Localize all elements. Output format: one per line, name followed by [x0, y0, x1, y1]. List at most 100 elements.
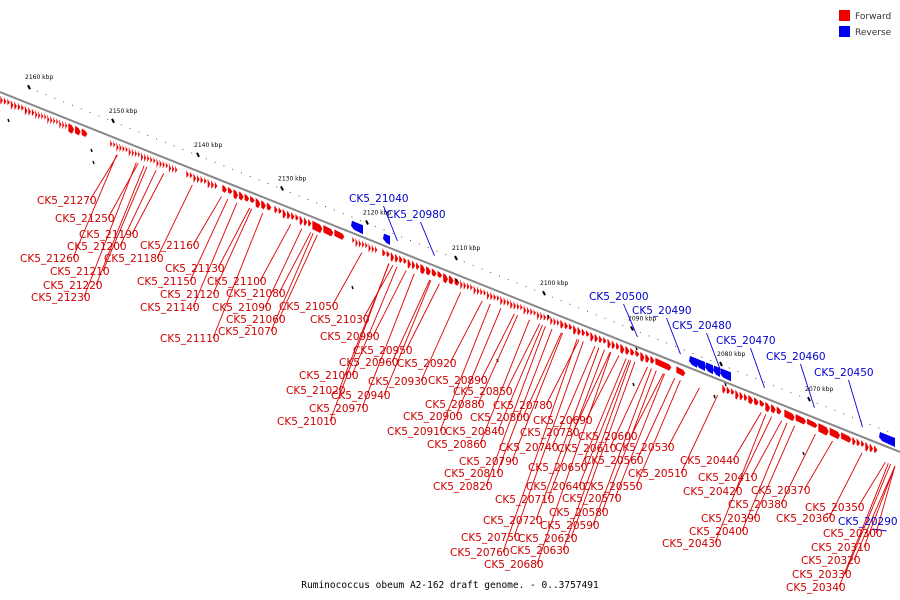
gene-label[interactable]: CK5_20640	[526, 481, 586, 493]
gene-label[interactable]: CK5_20970	[309, 403, 369, 415]
gene-label[interactable]: CK5_20510	[628, 468, 688, 480]
gene-label[interactable]: CK5_20500	[589, 291, 649, 303]
gene-label[interactable]: CK5_20690	[533, 415, 593, 427]
gene-label[interactable]: CK5_20330	[792, 569, 852, 581]
gene-label[interactable]: CK5_21200	[67, 241, 127, 253]
gene-label[interactable]: CK5_20930	[368, 376, 428, 388]
gene-label[interactable]: CK5_20470	[716, 335, 776, 347]
forward-gene	[171, 164, 175, 173]
gene-label[interactable]: CK5_21210	[50, 266, 110, 278]
gene-label[interactable]: CK5_20760	[450, 547, 510, 559]
gene-label[interactable]: CK5_21120	[160, 289, 220, 301]
forward-gene	[68, 123, 75, 134]
gene-label[interactable]: CK5_20840	[445, 426, 505, 438]
gene-label[interactable]: CK5_20610	[557, 443, 617, 455]
gene-label[interactable]: CK5_21090	[212, 302, 272, 314]
gene-label[interactable]: CK5_20710	[495, 494, 555, 506]
gene-label[interactable]: CK5_20560	[584, 455, 644, 467]
forward-gene	[140, 152, 144, 162]
gene-label[interactable]: CK5_21230	[31, 292, 91, 304]
gene-label[interactable]: CK5_21180	[104, 253, 164, 265]
gene-label[interactable]: CK5_20480	[672, 320, 732, 332]
gene-label[interactable]: CK5_21190	[79, 229, 139, 241]
minor-tick	[781, 388, 783, 390]
gene-label[interactable]: CK5_20910	[387, 426, 447, 438]
gene-label[interactable]: CK5_21030	[310, 314, 370, 326]
gene-label[interactable]: CK5_20720	[483, 515, 543, 527]
gene-label[interactable]: CK5_20620	[518, 533, 578, 545]
gene-label[interactable]: CK5_20990	[320, 331, 380, 343]
gene-label[interactable]: CK5_20590	[540, 520, 600, 532]
gene-label[interactable]: CK5_21260	[20, 253, 80, 265]
gene-label[interactable]: CK5_20810	[444, 468, 504, 480]
gene-label[interactable]: CK5_20980	[386, 209, 446, 221]
gene-label[interactable]: CK5_21150	[137, 276, 197, 288]
gene-label[interactable]: CK5_20310	[811, 542, 871, 554]
gene-label[interactable]: CK5_21080	[226, 288, 286, 300]
gene-label[interactable]: CK5_21140	[140, 302, 200, 314]
leader-line	[372, 270, 407, 337]
gene-label[interactable]: CK5_20290	[838, 516, 898, 528]
gene-label[interactable]: CK5_20340	[786, 582, 846, 594]
gene-label[interactable]: CK5_20600	[578, 431, 638, 443]
gene-label[interactable]: CK5_20450	[814, 367, 874, 379]
gene-label[interactable]: CK5_20460	[766, 351, 826, 363]
gene-label[interactable]: CK5_20950	[353, 345, 413, 357]
gene-label[interactable]: CK5_20400	[689, 526, 749, 538]
gene-label[interactable]: CK5_20800	[470, 412, 530, 424]
gene-label[interactable]: CK5_21110	[160, 333, 220, 345]
gene-label[interactable]: CK5_21220	[43, 280, 103, 292]
gene-label[interactable]: CK5_20890	[428, 375, 488, 387]
gene-label[interactable]: CK5_20490	[632, 305, 692, 317]
gene-label[interactable]: CK5_21270	[37, 195, 97, 207]
forward-gene	[44, 113, 47, 120]
gene-label[interactable]: CK5_21000	[299, 370, 359, 382]
gene-label[interactable]: CK5_20300	[823, 528, 883, 540]
gene-label[interactable]: CK5_20730	[520, 427, 580, 439]
gene-label[interactable]: CK5_20900	[403, 411, 463, 423]
gene-label[interactable]: CK5_20750	[461, 532, 521, 544]
forward-gene	[640, 351, 645, 362]
gene-label[interactable]: CK5_20530	[615, 442, 675, 454]
forward-gene	[676, 366, 686, 377]
gene-label[interactable]: CK5_21160	[140, 240, 200, 252]
gene-label[interactable]: CK5_21070	[218, 326, 278, 338]
gene-marker	[802, 451, 805, 456]
gene-label[interactable]: CK5_20550	[583, 481, 643, 493]
gene-label[interactable]: CK5_20350	[805, 502, 865, 514]
gene-label[interactable]: CK5_21010	[277, 416, 337, 428]
gene-label[interactable]: CK5_20940	[331, 390, 391, 402]
gene-label[interactable]: CK5_20780	[493, 400, 553, 412]
gene-label[interactable]: CK5_20420	[683, 486, 743, 498]
gene-label[interactable]: CK5_21050	[279, 301, 339, 313]
gene-label[interactable]: CK5_20380	[728, 499, 788, 511]
gene-label[interactable]: CK5_21040	[349, 193, 409, 205]
gene-label[interactable]: CK5_20850	[453, 386, 513, 398]
gene-label[interactable]: CK5_21130	[165, 263, 225, 275]
gene-label[interactable]: CK5_20360	[776, 513, 836, 525]
gene-label[interactable]: CK5_20320	[801, 555, 861, 567]
gene-label[interactable]: CK5_20960	[339, 357, 399, 369]
gene-label[interactable]: CK5_20390	[701, 513, 761, 525]
forward-gene	[550, 316, 553, 326]
gene-label[interactable]: CK5_21250	[55, 213, 115, 225]
gene-label[interactable]: CK5_20580	[549, 507, 609, 519]
gene-label[interactable]: CK5_20570	[562, 493, 622, 505]
gene-label[interactable]: CK5_20820	[433, 481, 493, 493]
forward-gene	[355, 238, 358, 248]
gene-label[interactable]: CK5_20650	[528, 462, 588, 474]
gene-label[interactable]: CK5_21060	[226, 314, 286, 326]
gene-label[interactable]: CK5_20370	[751, 485, 811, 497]
gene-label[interactable]: CK5_20790	[459, 456, 519, 468]
gene-label[interactable]: CK5_20920	[397, 358, 457, 370]
gene-label[interactable]: CK5_20860	[427, 439, 487, 451]
gene-label[interactable]: CK5_21100	[207, 276, 267, 288]
gene-label[interactable]: CK5_20880	[425, 399, 485, 411]
gene-label[interactable]: CK5_20440	[680, 455, 740, 467]
gene-label[interactable]: CK5_20430	[662, 538, 722, 550]
gene-label[interactable]: CK5_20410	[698, 472, 758, 484]
gene-label[interactable]: CK5_20680	[484, 559, 544, 571]
gene-label[interactable]: CK5_20740	[499, 442, 559, 454]
gene-label[interactable]: CK5_20630	[510, 545, 570, 557]
gene-label[interactable]: CK5_21020	[286, 385, 346, 397]
